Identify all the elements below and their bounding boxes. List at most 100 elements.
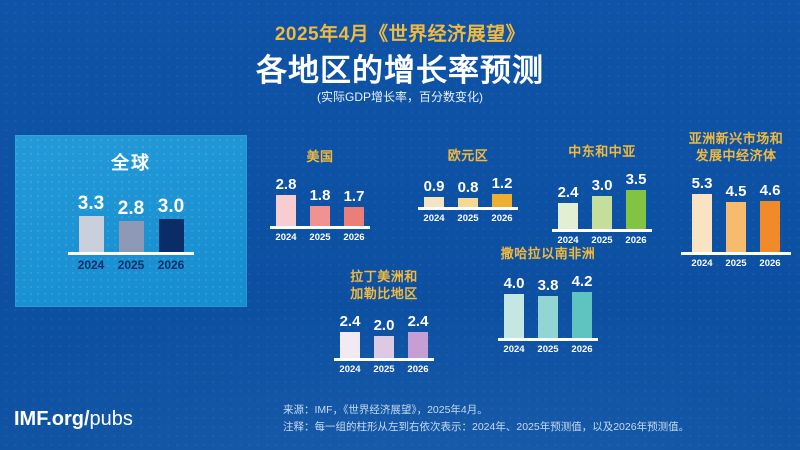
bar-group-2024: 4.0	[497, 276, 531, 338]
logo-bold-part: IMF.org/	[14, 408, 90, 430]
bars-row: 0.9 0.8 1.2	[413, 170, 523, 207]
bar-group-2025: 4.5	[719, 184, 753, 252]
bars-row: 2.4 2.0 2.4	[329, 308, 439, 358]
bar-value-label: 3.3	[77, 193, 105, 214]
bars-row: 5.3 4.5 4.6	[675, 170, 797, 252]
bar	[408, 332, 428, 358]
year-label: 2026	[343, 232, 365, 243]
year-label: 2025	[725, 258, 747, 269]
year-label: 2026	[571, 344, 593, 355]
bar-value-label: 2.4	[557, 184, 579, 201]
region-title: 美国	[306, 149, 334, 164]
bar	[310, 206, 330, 226]
years-row: 2024 2025 2026	[265, 232, 375, 243]
year-label: 2024	[691, 258, 713, 269]
year-label: 2024	[77, 258, 105, 272]
region-title: 亚洲新兴市场和 发展中经济体	[688, 131, 784, 163]
bar-value-label: 4.2	[571, 273, 593, 290]
imf-pubs-logo: IMF.org/pubs	[14, 408, 133, 431]
year-label: 2026	[625, 235, 647, 246]
years-row: 2024 2025 2026	[675, 258, 797, 269]
note-line: 注释：每一组的柱形从左到右依次表示：2024年、2025年预测值，以及2026年…	[283, 421, 690, 433]
bar	[424, 197, 444, 207]
page-title: 各地区的增长率预测	[256, 53, 544, 88]
year-label: 2025	[537, 344, 559, 355]
bar	[760, 201, 780, 252]
bar-value-label: 1.8	[309, 187, 331, 204]
bar	[118, 221, 144, 252]
bar	[626, 190, 646, 229]
year-label: 2025	[591, 235, 613, 246]
bar-group-2024: 0.9	[417, 179, 451, 207]
bar-group-2025: 0.8	[451, 180, 485, 207]
bar	[504, 294, 524, 338]
bar-value-label: 3.5	[625, 171, 647, 188]
bar-value-label: 0.8	[457, 179, 479, 196]
bar-value-label: 0.9	[423, 178, 445, 195]
years-row: 2024 2025 2026	[547, 235, 657, 246]
year-label: 2025	[309, 232, 331, 243]
bar-group-2024: 5.3	[685, 176, 719, 252]
bar-group-2026: 3.5	[619, 172, 653, 229]
bar	[592, 196, 612, 229]
year-label: 2024	[275, 232, 297, 243]
region-title: 中东和中亚	[568, 144, 636, 159]
bar-value-label: 3.0	[157, 196, 185, 217]
year-label: 2024	[557, 235, 579, 246]
bar-value-label: 5.3	[691, 175, 713, 192]
bars-row: 3.3 2.8 3.0	[15, 190, 247, 252]
bar	[572, 292, 592, 338]
bar-group-2024: 2.8	[269, 177, 303, 226]
chart-emerging-developing-asia: 亚洲新兴市场和 发展中经济体 5.3 4.5 4.6 2024 2025 2026	[675, 130, 797, 269]
bar-group-2026: 4.6	[753, 183, 787, 252]
chart-euro-area: 欧元区 0.9 0.8 1.2 2024 2025 2026	[413, 147, 523, 224]
bar-group-2026: 1.2	[485, 176, 519, 207]
bar-group-2024: 2.4	[551, 185, 585, 229]
region-title: 欧元区	[447, 148, 489, 163]
axis-baseline	[418, 207, 518, 210]
chart-united-states: 美国 2.8 1.8 1.7 2024 2025 2026	[265, 148, 375, 243]
logo-light-part: pubs	[89, 408, 133, 430]
bar-group-2025: 3.8	[531, 278, 565, 338]
years-row: 2024 2025 2026	[15, 258, 247, 272]
bar-group-2026: 2.4	[401, 314, 435, 358]
bar-value-label: 2.0	[373, 317, 395, 334]
year-label: 2026	[157, 258, 185, 272]
year-label: 2026	[491, 213, 513, 224]
bars-row: 4.0 3.8 4.2	[493, 268, 603, 338]
year-label: 2025	[457, 213, 479, 224]
bar	[558, 203, 578, 229]
bar-value-label: 3.8	[537, 277, 559, 294]
bar-value-label: 2.8	[117, 198, 145, 219]
bar	[726, 202, 746, 252]
bar-value-label: 4.6	[759, 182, 781, 199]
axis-baseline	[270, 226, 370, 229]
bar-group-2024: 3.3	[71, 194, 111, 252]
bar-value-label: 2.4	[339, 313, 361, 330]
bar-group-2026: 3.0	[151, 197, 191, 252]
global-bar-chart: 3.3 2.8 3.0 2024 2025 2026	[15, 190, 247, 272]
chart-middle-east-central-asia: 中东和中亚 2.4 3.0 3.5 2024 2025 2026	[547, 143, 657, 246]
bar-value-label: 1.7	[343, 188, 365, 205]
bar-group-2025: 1.8	[303, 188, 337, 226]
bar	[340, 332, 360, 358]
bar-value-label: 4.5	[725, 183, 747, 200]
chart-sub-saharan-africa: 撒哈拉以南非洲 4.0 3.8 4.2 2024 2025 2026	[493, 245, 603, 355]
axis-baseline	[498, 338, 598, 341]
bar	[276, 195, 296, 226]
page-subtitle: (实际GDP增长率，百分数变化)	[317, 90, 483, 104]
bar-group-2026: 4.2	[565, 274, 599, 338]
bar	[492, 194, 512, 207]
bar-group-2025: 2.8	[111, 199, 151, 252]
bar	[692, 194, 712, 252]
chart-latin-america-caribbean: 拉丁美洲和 加勒比地区 2.4 2.0 2.4 2024 2025 2026	[329, 268, 439, 375]
bar-group-2025: 3.0	[585, 178, 619, 229]
bar-value-label: 3.0	[591, 177, 613, 194]
bars-row: 2.4 3.0 3.5	[547, 166, 657, 229]
axis-baseline	[681, 252, 791, 255]
bar	[538, 296, 558, 338]
bars-row: 2.8 1.8 1.7	[265, 171, 375, 226]
bar	[78, 216, 104, 252]
year-label: 2024	[423, 213, 445, 224]
